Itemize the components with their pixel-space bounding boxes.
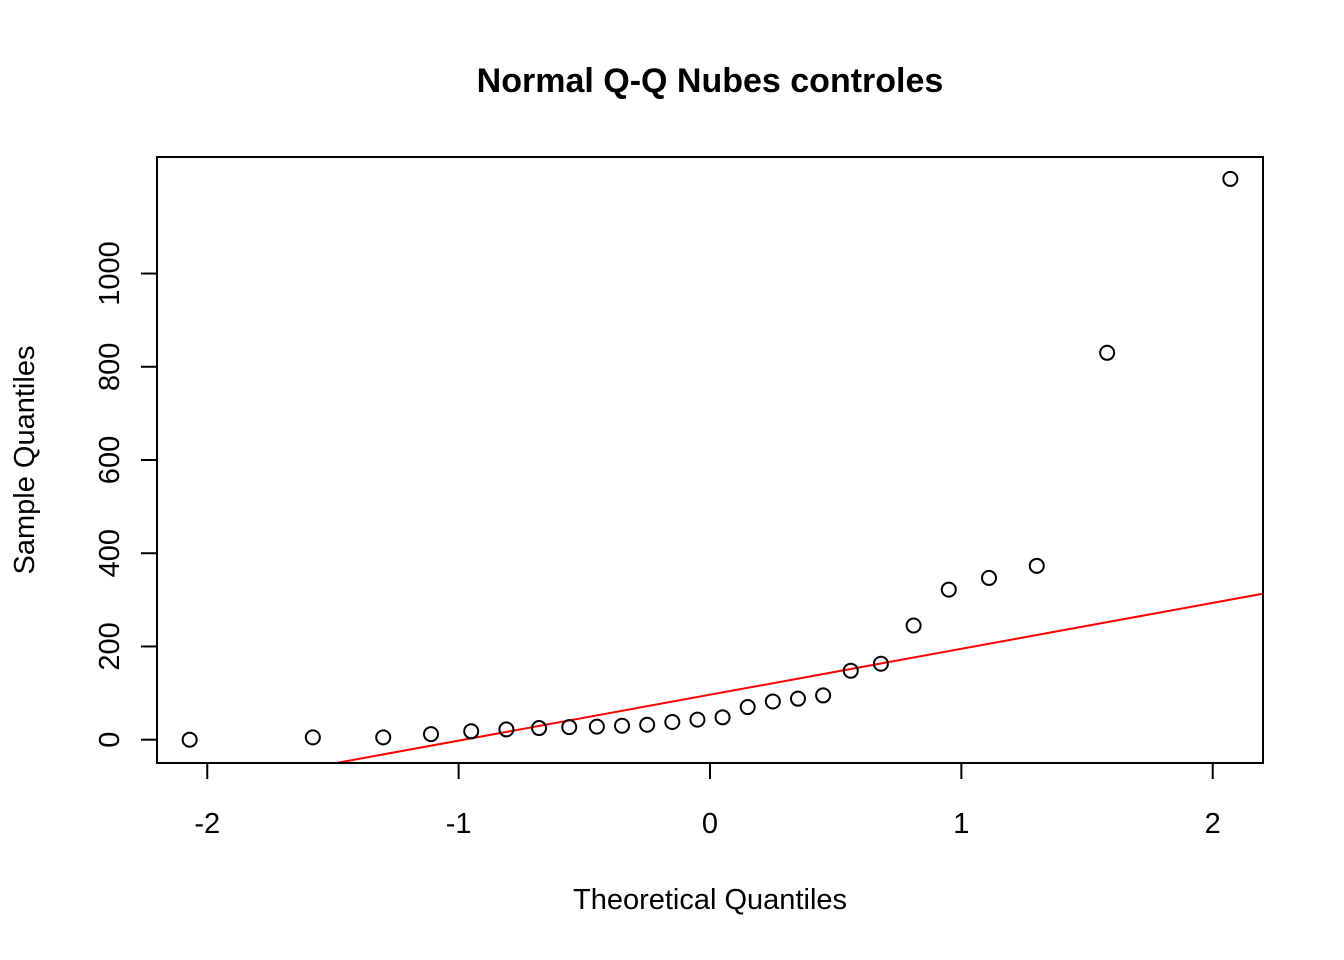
data-point — [940, 581, 957, 598]
reference-line-layer — [330, 592, 1263, 763]
data-point — [1028, 557, 1045, 574]
x-axis-label: Theoretical Quantiles — [573, 884, 847, 916]
y-tick-label: 1000 — [94, 241, 126, 306]
data-point — [1099, 344, 1116, 361]
data-point — [664, 713, 681, 730]
y-tick-label: 400 — [94, 529, 126, 577]
y-tick-label: 200 — [94, 622, 126, 670]
chart-title: Normal Q-Q Nubes controles — [477, 62, 944, 100]
data-point — [739, 699, 756, 716]
data-point — [588, 718, 605, 735]
data-point — [561, 719, 578, 736]
x-tick-label: -2 — [194, 808, 220, 840]
y-axis: 0 200 400 600 800 1000 — [94, 241, 157, 748]
y-tick-label: 600 — [94, 436, 126, 484]
data-point — [689, 711, 706, 728]
data-point — [905, 617, 922, 634]
data-point — [422, 726, 439, 743]
data-point — [463, 723, 480, 740]
x-tick-label: 0 — [702, 808, 718, 840]
data-point — [872, 655, 889, 672]
data-point — [531, 720, 548, 737]
y-tick-label: 0 — [94, 732, 126, 748]
data-point — [815, 687, 832, 704]
data-point — [181, 731, 198, 748]
data-point — [714, 709, 731, 726]
data-point — [304, 729, 321, 746]
points-layer — [181, 170, 1239, 748]
qq-reference-line — [330, 592, 1263, 763]
x-tick-label: 2 — [1205, 808, 1221, 840]
y-axis-label: Sample Quantiles — [9, 346, 41, 575]
x-axis: -2 -1 0 1 2 — [194, 763, 1221, 840]
x-tick-label: -1 — [446, 808, 472, 840]
data-point — [375, 729, 392, 746]
x-tick-label: 1 — [953, 808, 969, 840]
data-point — [981, 569, 998, 586]
data-point — [842, 662, 859, 679]
data-point — [789, 690, 806, 707]
plot-frame — [156, 156, 1264, 764]
y-tick-label: 800 — [94, 343, 126, 391]
data-point — [639, 716, 656, 733]
data-point — [498, 721, 515, 738]
data-point — [764, 693, 781, 710]
data-point — [614, 717, 631, 734]
data-point — [1222, 170, 1239, 187]
